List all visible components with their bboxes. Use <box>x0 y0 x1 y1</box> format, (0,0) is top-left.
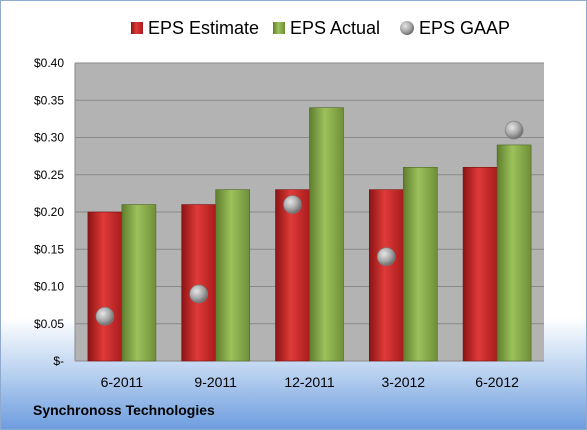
bar-actual-6-2012 <box>496 144 532 362</box>
y-tick-label: $0.30 <box>34 131 64 145</box>
legend: EPS Estimate EPS Actual EPS GAAP <box>131 18 510 38</box>
y-axis-ticks: $- $0.05 $0.10 $0.15 $0.20 $0.25 $0.30 $0.35 $0.… <box>34 56 64 368</box>
legend-gaap: EPS GAAP <box>400 18 510 38</box>
y-tick-label: $0.05 <box>34 317 64 331</box>
marker-gaap-6-2012 <box>504 120 524 140</box>
bar-estimate-12-2011 <box>275 189 310 362</box>
y-tick-label: $0.10 <box>34 280 64 294</box>
bar-actual-6-2011 <box>121 204 157 362</box>
legend-actual: EPS Actual <box>273 18 380 38</box>
bar-estimate-9-2011 <box>181 204 216 362</box>
y-tick-label: $0.15 <box>34 242 64 256</box>
bar-actual-3-2012 <box>402 167 438 362</box>
x-category-label: 12-2011 <box>284 374 335 390</box>
y-tick-label: $- <box>53 354 64 368</box>
bar-actual-12-2011 <box>309 107 344 362</box>
bars <box>87 107 532 362</box>
company-name: Synchronoss Technologies <box>33 402 215 418</box>
marker-gaap-3-2012 <box>376 247 396 266</box>
legend-actual-swatch <box>273 22 285 34</box>
x-category-label: 6-2011 <box>101 374 144 390</box>
bar-estimate-6-2011 <box>87 211 123 362</box>
x-category-label: 6-2012 <box>475 374 519 390</box>
bar-estimate-3-2012 <box>368 189 404 362</box>
legend-estimate-swatch <box>131 22 143 34</box>
y-tick-label: $0.25 <box>34 168 64 182</box>
marker-gaap-12-2011 <box>283 195 302 214</box>
bar-actual-9-2011 <box>215 189 250 362</box>
legend-estimate: EPS Estimate <box>131 18 259 38</box>
x-category-label: 9-2011 <box>194 374 237 390</box>
y-tick-label: $0.20 <box>34 205 64 219</box>
bar-estimate-6-2012 <box>462 167 498 362</box>
gaap-markers <box>95 120 524 326</box>
marker-gaap-9-2011 <box>189 284 208 304</box>
legend-actual-label: EPS Actual <box>290 18 380 38</box>
x-axis-categories: 6-2011 9-2011 12-2011 3-2012 6-2012 <box>101 374 519 390</box>
legend-gaap-swatch <box>400 21 414 35</box>
legend-estimate-label: EPS Estimate <box>148 18 259 38</box>
x-category-label: 3-2012 <box>382 374 426 390</box>
legend-gaap-label: EPS GAAP <box>419 18 510 38</box>
y-tick-label: $0.35 <box>34 93 64 107</box>
marker-gaap-6-2011 <box>95 306 115 326</box>
y-tick-label: $0.40 <box>34 56 64 70</box>
